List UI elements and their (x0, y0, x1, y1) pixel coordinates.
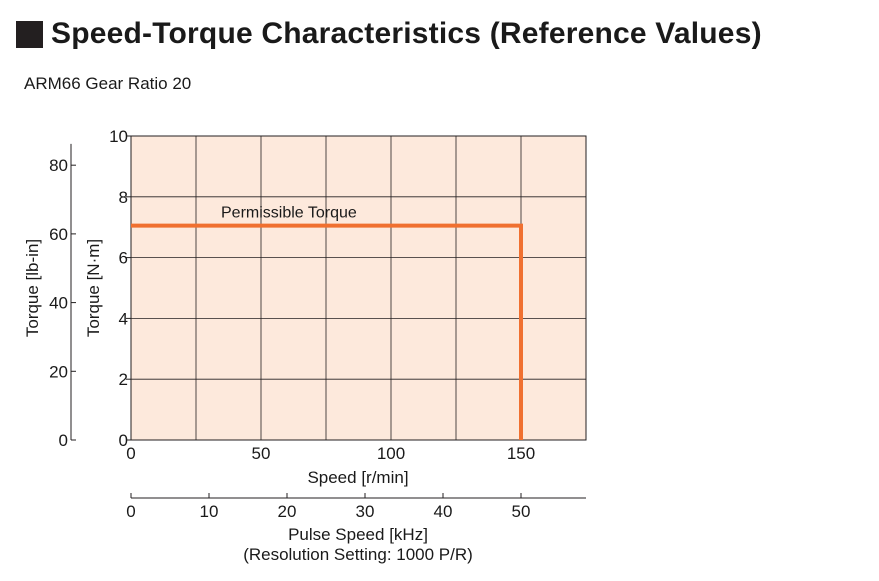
series-line-permissible-torque (131, 223, 523, 440)
series-group: Permissible Torque (131, 205, 523, 440)
page-title-text: Speed-Torque Characteristics (Reference … (51, 17, 762, 50)
plot-area (131, 136, 586, 440)
x-tick-label: 0 (126, 444, 135, 463)
page-title: Speed-Torque Characteristics (Reference … (16, 14, 762, 54)
x-axis-secondary: 0 10 20 30 40 50 (126, 493, 586, 521)
y-tick-label: 0 (119, 431, 128, 450)
y2-tick-label: 40 (49, 294, 68, 313)
x2-tick-label: 30 (356, 502, 375, 521)
y-axis-label: Torque [N·m] (84, 239, 103, 337)
x-axis-primary: 0 50 100 150 (126, 444, 535, 463)
x2-tick-label: 40 (434, 502, 453, 521)
x2-tick-label: 20 (278, 502, 297, 521)
y-tick-label: 8 (119, 188, 128, 207)
page-subtitle: ARM66 Gear Ratio 20 (24, 74, 192, 93)
y2-tick-label: 60 (49, 225, 68, 244)
plot-frame (130, 135, 587, 441)
y-tick-label: 2 (119, 370, 128, 389)
x2-tick-label: 50 (512, 502, 531, 521)
x2-tick-label: 10 (200, 502, 219, 521)
x-tick-label: 150 (507, 444, 535, 463)
y-tick-label: 4 (119, 309, 128, 328)
x-tick-label: 100 (377, 444, 405, 463)
y2-tick-label: 80 (49, 156, 68, 175)
x2-axis-label: Pulse Speed [kHz] (288, 525, 428, 544)
x2-tick-label: 0 (126, 502, 135, 521)
y2-axis-label: Torque [lb-in] (23, 239, 42, 337)
y-axis-primary: 0 2 4 6 8 10 (109, 127, 131, 450)
series-label: Permissible Torque (221, 205, 357, 222)
y-axis-secondary: 0 20 40 60 80 (49, 143, 76, 450)
x-tick-label: 50 (252, 444, 271, 463)
y2-tick-label: 0 (59, 431, 68, 450)
y-tick-label: 10 (109, 127, 128, 146)
y-tick-label: 6 (119, 249, 128, 268)
x2-axis-label-line2: (Resolution Setting: 1000 P/R) (243, 545, 473, 564)
y2-tick-label: 20 (49, 362, 68, 381)
title-square-icon (16, 20, 43, 48)
x-axis-label: Speed [r/min] (307, 468, 408, 487)
